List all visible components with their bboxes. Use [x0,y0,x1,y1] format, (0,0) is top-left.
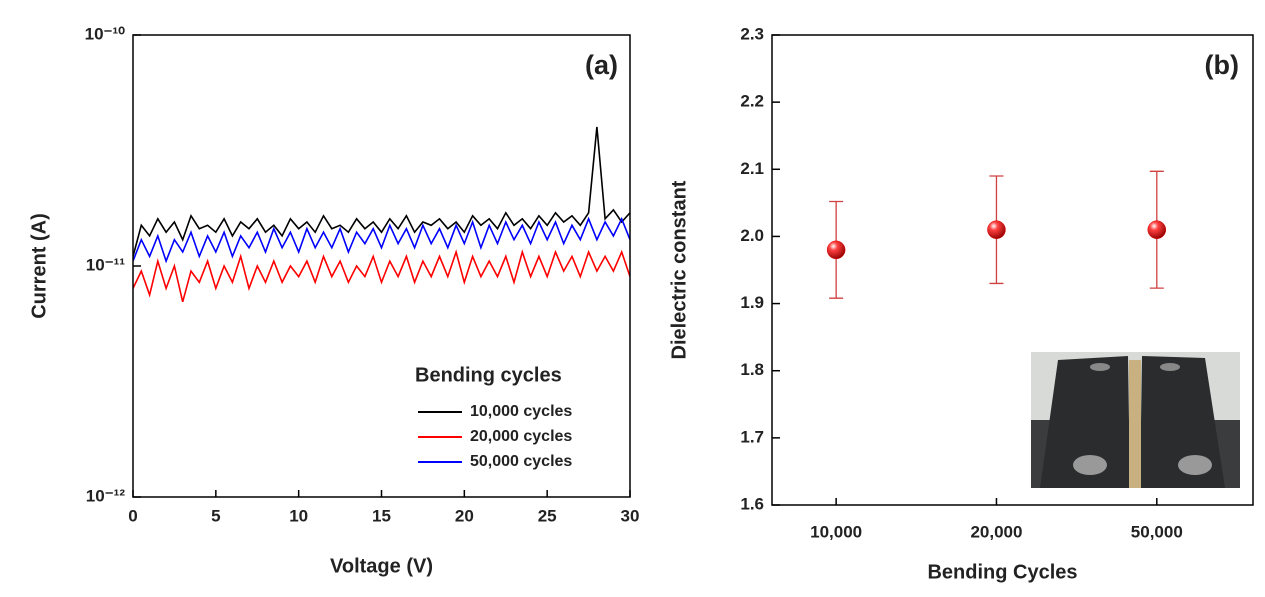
y-tick-label: 1.7 [740,427,764,446]
data-point [1147,220,1167,239]
legend-title: Bending cycles [415,364,562,386]
x-axis-label: Bending Cycles [927,561,1077,583]
legend-label: 20,000 cycles [470,428,572,445]
plot-frame-a [132,34,631,498]
x-tick-label: 25 [538,506,557,525]
y-tick-label: 2.3 [740,24,764,43]
y-tick-label: 10⁻¹⁰ [85,24,126,43]
legend-label: 10,000 cycles [470,403,572,420]
y-tick-label: 10⁻¹² [86,486,126,505]
y-tick-label: 1.6 [740,494,764,513]
y-tick-label: 1.8 [740,360,764,379]
data-point [826,240,846,260]
x-tick-label: 20 [455,506,474,525]
y-tick-label: 10⁻¹¹ [86,255,126,274]
x-tick-label: 5 [211,506,220,525]
data-line [133,249,630,303]
inset-photo [1031,352,1240,488]
plot-frame-b [771,34,1254,506]
y-tick-label: 2.2 [740,92,764,111]
data-point [987,220,1006,239]
y-tick-label: 2.0 [740,226,764,245]
x-tick-label: 30 [621,506,640,525]
x-tick-label: 15 [372,506,391,525]
panel-b: 1.6 1.7 1.8 1.9 2.0 2.1 2.2 2.3 10,000 20,000 50,0… [668,24,1240,583]
y-axis-label: Dielectric constant [668,180,690,359]
x-tick-label: 50,000 [1131,522,1183,541]
data-line [133,216,630,264]
x-axis-label: Voltage (V) [330,555,433,577]
panel-a: 0 5 10 15 20 25 30 10⁻¹² 10⁻¹¹ 10⁻¹⁰ Bending cycle… [28,24,639,577]
x-tick-label: 20,000 [970,522,1022,541]
annotation: (b) [1205,50,1239,80]
y-axis-label: Current (A) [28,213,50,319]
y-tick-label: 2.1 [740,159,764,178]
x-tick-label: 10,000 [810,522,862,541]
legend-label: 50,000 cycles [470,453,572,470]
data-line [133,126,630,257]
x-tick-label: 0 [128,506,137,525]
y-tick-label: 1.9 [740,293,764,312]
annotation: (a) [585,50,618,80]
x-tick-label: 10 [289,506,308,525]
